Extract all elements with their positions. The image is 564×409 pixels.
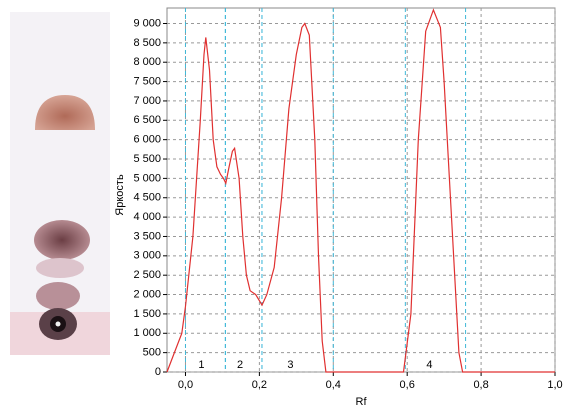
y-tick-label: 500 bbox=[143, 347, 161, 359]
tlc-plate bbox=[10, 12, 110, 355]
y-tick-label: 2 000 bbox=[133, 288, 161, 300]
zone-label: 4 bbox=[426, 359, 432, 371]
y-tick-label: 3 500 bbox=[133, 230, 161, 242]
zone-label: 1 bbox=[198, 359, 204, 371]
y-tick-label: 9 000 bbox=[133, 17, 161, 29]
y-axis-label: Яркость bbox=[114, 174, 126, 216]
x-tick-label: 0,2 bbox=[252, 379, 267, 391]
y-tick-label: 1 000 bbox=[133, 327, 161, 339]
x-axis-label: Rf bbox=[356, 396, 368, 408]
y-tick-label: 5 500 bbox=[133, 153, 161, 165]
x-tick-label: 0,4 bbox=[326, 379, 341, 391]
y-tick-label: 4 500 bbox=[133, 192, 161, 204]
x-tick-label: 0,6 bbox=[400, 379, 415, 391]
y-tick-label: 6 500 bbox=[133, 114, 161, 126]
zone-label: 2 bbox=[237, 359, 243, 371]
y-tick-label: 5 000 bbox=[133, 172, 161, 184]
y-tick-label: 6 000 bbox=[133, 134, 161, 146]
y-tick-label: 3 000 bbox=[133, 250, 161, 262]
y-tick-label: 7 000 bbox=[133, 95, 161, 107]
x-tick-label: 1,0 bbox=[547, 379, 562, 391]
y-tick-label: 8 000 bbox=[133, 56, 161, 68]
y-tick-label: 7 500 bbox=[133, 75, 161, 87]
y-tick-label: 2 500 bbox=[133, 269, 161, 281]
y-tick-label: 1 500 bbox=[133, 308, 161, 320]
y-tick-label: 4 000 bbox=[133, 211, 161, 223]
plot-area bbox=[166, 7, 556, 373]
x-tick-label: 0,0 bbox=[178, 379, 193, 391]
zone-label: 3 bbox=[287, 359, 293, 371]
x-tick-label: 0,8 bbox=[473, 379, 488, 391]
data-line bbox=[166, 8, 555, 373]
y-tick-label: 0 bbox=[155, 366, 161, 378]
y-tick-label: 8 500 bbox=[133, 37, 161, 49]
